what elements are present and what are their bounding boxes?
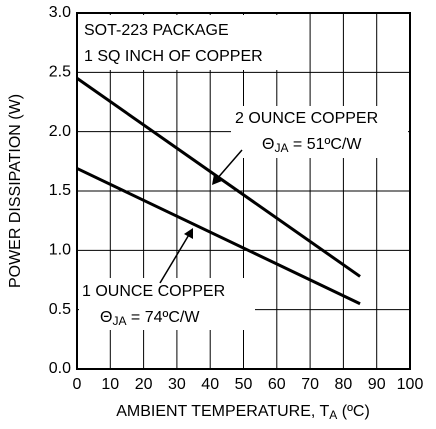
x-tick-label: 60 [268, 376, 286, 393]
x-tick-label: 30 [168, 376, 186, 393]
x-tick-label: 70 [301, 376, 319, 393]
series-theta: ΘJA = 74ºC/W [100, 309, 200, 328]
y-tick-label: 2.5 [49, 64, 71, 81]
series-theta: ΘJA = 51ºC/W [262, 136, 362, 155]
x-tick-label: 0 [73, 376, 82, 393]
y-tick-label: 0.0 [49, 360, 71, 377]
series-label: 2 OUNCE COPPER [235, 110, 378, 127]
x-tick-label: 50 [235, 376, 253, 393]
note-box [79, 15, 301, 70]
series-label: 1 OUNCE COPPER [82, 283, 225, 300]
y-tick-label: 3.0 [49, 4, 71, 21]
y-axis-label: POWER DISSIPATION (W) [7, 94, 24, 288]
series-line [76, 77, 361, 278]
label-box [79, 278, 255, 330]
y-tick-label: 1.0 [49, 242, 71, 259]
y-tick-label: 2.0 [49, 123, 71, 140]
y-tick-label: 0.5 [49, 301, 71, 318]
label-box [231, 106, 408, 158]
y-tick-label: 1.5 [49, 182, 71, 199]
note: SOT-223 PACKAGE [84, 22, 229, 39]
arrow [159, 149, 243, 284]
x-tick-label: 20 [135, 376, 153, 393]
note: 1 SQ INCH OF COPPER [84, 48, 263, 65]
x-tick-label: 10 [101, 376, 119, 393]
x-tick-label: 90 [368, 376, 386, 393]
series-line [76, 167, 361, 306]
x-tick-label: 40 [201, 376, 219, 393]
x-axis-label: AMBIENT TEMPERATURE, TA (ºC) [116, 403, 370, 422]
x-tick-label: 80 [335, 376, 353, 393]
plot-border [76, 12, 411, 370]
x-tick-label: 100 [397, 376, 424, 393]
